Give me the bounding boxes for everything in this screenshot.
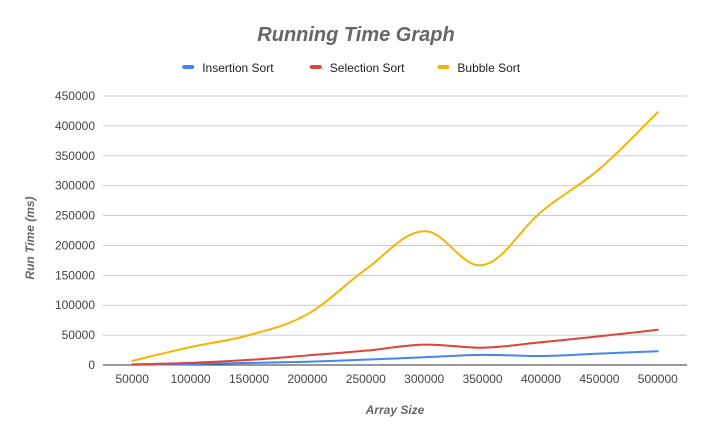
y-tick-label: 450000: [55, 89, 95, 103]
series-line-bubble-sort: [131, 111, 659, 362]
legend-label-bubble-sort: Bubble Sort: [457, 61, 520, 75]
x-axis-title: Array Size: [365, 403, 425, 417]
series-lines: [131, 111, 659, 366]
x-tick-label: 450000: [579, 372, 619, 386]
legend-swatch-insertion-sort: [182, 65, 195, 69]
x-tick-label: 100000: [171, 372, 211, 386]
gridlines: [103, 95, 687, 336]
x-tick-label: 250000: [346, 372, 386, 386]
x-tick-label: 150000: [229, 372, 269, 386]
x-axis-ticks: 50000 100000 150000 200000 250000 300000 35000…: [116, 372, 679, 386]
y-axis-title: Run Time (ms): [23, 196, 37, 279]
y-tick-label: 300000: [55, 179, 95, 193]
chart-title: Running Time Graph: [257, 24, 454, 46]
y-tick-label: 400000: [55, 119, 95, 133]
y-axis-ticks: 0 50000 100000 150000 200000 250000 300000 3500…: [55, 89, 95, 372]
series-line-insertion-sort: [131, 350, 659, 366]
x-tick-label: 300000: [404, 372, 444, 386]
series-line-selection-sort: [131, 328, 659, 366]
y-tick-label: 350000: [55, 149, 95, 163]
x-tick-label: 50000: [116, 372, 150, 386]
x-tick-label: 200000: [287, 372, 327, 386]
x-tick-label: 500000: [638, 372, 678, 386]
x-tick-label: 350000: [463, 372, 503, 386]
legend-swatch-selection-sort: [309, 65, 322, 69]
legend-swatch-bubble-sort: [437, 65, 450, 69]
y-tick-label: 200000: [55, 238, 95, 252]
legend-label-insertion-sort: Insertion Sort: [202, 61, 274, 75]
y-tick-label: 150000: [55, 268, 95, 282]
legend-label-selection-sort: Selection Sort: [330, 61, 405, 75]
legend: Insertion Sort Selection Sort Bubble Sort: [182, 61, 521, 75]
y-tick-label: 250000: [55, 209, 95, 223]
y-tick-label: 0: [88, 358, 95, 372]
y-tick-label: 100000: [55, 298, 95, 312]
y-tick-label: 50000: [62, 328, 96, 342]
x-tick-label: 400000: [521, 372, 561, 386]
